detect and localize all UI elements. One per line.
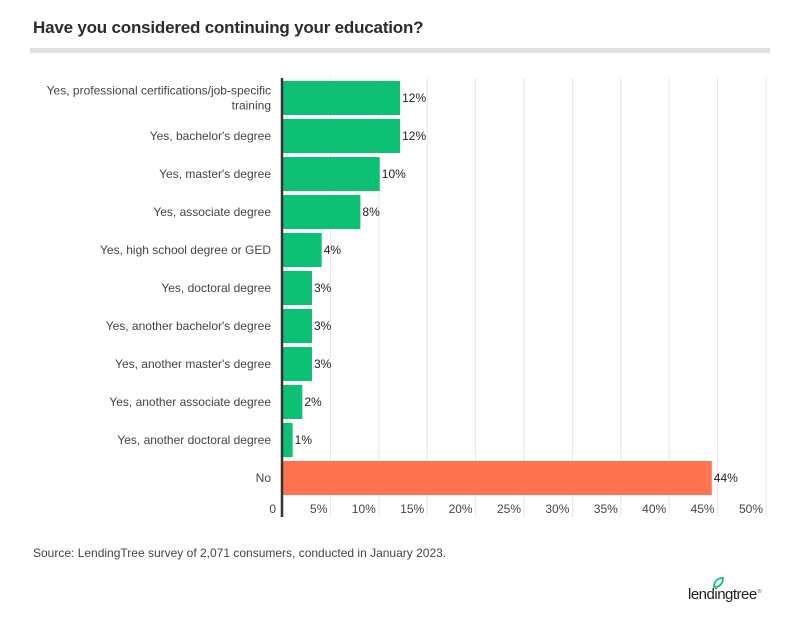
chart-title: Have you considered continuing your educ… [33,18,424,37]
bar [282,157,380,191]
category-label: Yes, associate degree [153,205,271,219]
bar [282,347,313,381]
category-label: No [256,471,272,485]
leaf-icon [713,577,724,588]
category-label: Yes, another doctoral degree [117,433,271,447]
title-divider [30,48,770,53]
category-label: Yes, professional certifications/job-spe… [47,84,271,98]
data-label: 8% [362,205,380,219]
logo-text: lendingtree [688,586,757,603]
data-label: 4% [324,243,342,257]
data-label: 3% [314,319,332,333]
category-label: Yes, another associate degree [109,395,271,409]
x-tick-label: 45% [691,502,715,516]
x-tick-label: 20% [449,502,473,516]
x-tick-label: 0 [269,502,276,516]
x-tick-label: 25% [497,502,521,516]
bar [282,271,313,305]
bar [282,309,313,343]
bar [282,461,712,495]
registered-mark: ® [757,589,762,595]
category-label: Yes, master's degree [159,167,271,181]
category-label: Yes, doctoral degree [161,281,271,295]
bar [282,195,361,229]
data-label: 12% [402,91,426,105]
category-label: Yes, high school degree or GED [100,243,271,257]
category-label: Yes, another master's degree [115,357,271,371]
data-label: 44% [714,471,738,485]
bar [282,233,322,267]
data-label: 2% [304,395,322,409]
data-label: 3% [314,281,332,295]
logo-wordmark: lendingtree [688,577,757,603]
lendingtree-logo: lendingtree ® [688,577,762,603]
x-tick-label: 15% [400,502,424,516]
category-label: training [232,99,271,113]
x-tick-label: 30% [545,502,569,516]
bar [282,423,293,457]
x-tick-label: 35% [594,502,618,516]
data-label: 3% [314,357,332,371]
category-label: Yes, another bachelor's degree [106,319,272,333]
x-tick-label: 50% [739,502,763,516]
bar [282,119,401,153]
data-label: 1% [295,433,313,447]
x-tick-label: 10% [352,502,376,516]
x-tick-label: 5% [310,502,328,516]
data-label: 12% [402,129,426,143]
x-tick-label: 40% [642,502,666,516]
bar-chart: 12% Yes, professional certifications/job-… [47,78,767,517]
source-note: Source: LendingTree survey of 2,071 cons… [33,546,447,560]
category-label: Yes, bachelor's degree [150,129,272,143]
data-label: 10% [382,167,406,181]
bar [282,81,401,115]
bar [282,385,303,419]
